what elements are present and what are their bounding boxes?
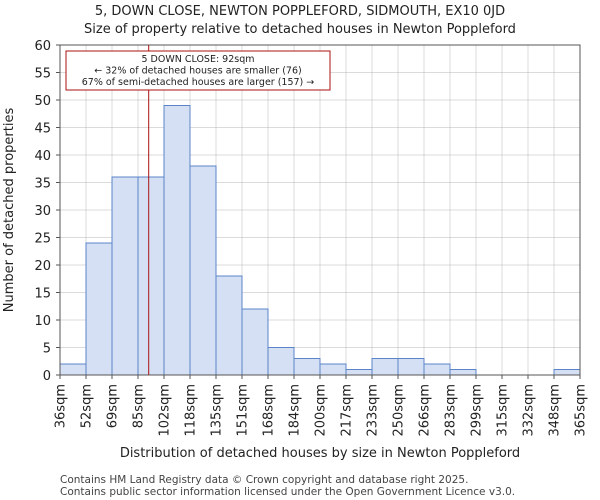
histogram-bar	[163, 105, 191, 376]
y-tick-labels: 0 5 10 15 20 25 30 35 40 45 50 55 60	[34, 39, 60, 384]
annotation-line2: ← 32% of detached houses are smaller (76…	[94, 66, 301, 77]
y-tick-label: 60	[34, 39, 51, 54]
histogram-bar	[189, 165, 217, 376]
y-tick-label: 10	[34, 314, 51, 329]
x-tick-label: 233sqm	[366, 384, 381, 437]
histogram-bar	[267, 347, 295, 376]
y-tick-label: 25	[34, 232, 51, 247]
y-tick-label: 20	[34, 259, 51, 274]
x-tick-label: 332sqm	[522, 384, 537, 437]
y-tick-label: 45	[34, 122, 51, 137]
histogram-bar	[345, 369, 373, 376]
annotation-box-border	[65, 50, 331, 91]
y-tick-label: 15	[34, 287, 51, 302]
x-tick-label: 299sqm	[470, 384, 485, 437]
annotation-line1: 5 DOWN CLOSE: 92sqm	[141, 54, 254, 65]
x-tick-label: 69sqm	[106, 384, 121, 428]
y-tick-label: 30	[34, 204, 51, 219]
x-tick-label: 217sqm	[340, 384, 355, 437]
chart-title-line2: Size of property relative to detached ho…	[84, 22, 516, 37]
histogram-bar	[397, 358, 425, 376]
x-tick-label: 283sqm	[444, 384, 459, 437]
x-tick-label: 102sqm	[158, 384, 173, 437]
histogram-bar	[137, 176, 165, 376]
histogram-bar	[449, 369, 477, 376]
x-tick-label: 52sqm	[80, 384, 95, 428]
histogram-bar	[241, 308, 269, 376]
chart-title-line1: 5, DOWN CLOSE, NEWTON POPPLEFORD, SIDMOU…	[95, 4, 505, 19]
x-tick-label: 315sqm	[496, 384, 511, 437]
x-tick-label: 184sqm	[288, 384, 303, 437]
x-tick-label: 200sqm	[314, 384, 329, 437]
x-tick-label: 85sqm	[132, 384, 147, 428]
histogram-bar	[59, 363, 87, 376]
bars	[59, 105, 581, 376]
x-tick-label: 266sqm	[418, 384, 433, 437]
x-axis-label: Distribution of detached houses by size …	[120, 446, 520, 461]
histogram-bar	[215, 275, 243, 376]
footer-line1: Contains HM Land Registry data © Crown c…	[60, 474, 468, 486]
histogram-bar	[293, 358, 321, 376]
x-tick-label: 135sqm	[210, 384, 225, 437]
y-tick-label: 55	[34, 67, 51, 82]
y-tick-label: 35	[34, 177, 51, 192]
x-tick-label: 151sqm	[236, 384, 251, 437]
histogram-bar	[371, 358, 399, 376]
annotation-box: 5 DOWN CLOSE: 92sqm ← 32% of detached ho…	[65, 50, 331, 91]
y-tick-label: 50	[34, 94, 51, 109]
x-tick-label: 250sqm	[392, 384, 407, 437]
histogram-bar	[85, 242, 113, 376]
histogram-bar	[319, 363, 347, 376]
x-tick-labels: 36sqm 52sqm 69sqm 85sqm 102sqm 118sqm 135sqm 15…	[54, 375, 589, 437]
y-axis-label: Number of detached properties	[2, 108, 17, 313]
x-tick-label: 168sqm	[262, 384, 277, 437]
annotation-line3: 67% of semi-detached houses are larger (…	[82, 77, 315, 88]
x-tick-label: 365sqm	[574, 384, 589, 437]
x-tick-label: 118sqm	[184, 384, 199, 437]
footer-line2: Contains public sector information licen…	[60, 486, 515, 498]
histogram-bar	[553, 369, 581, 376]
y-tick-label: 40	[34, 149, 51, 164]
histogram-bar	[423, 363, 451, 376]
x-tick-label: 348sqm	[548, 384, 563, 437]
x-tick-label: 36sqm	[54, 384, 69, 428]
y-tick-label: 5	[43, 342, 51, 357]
histogram-bar	[111, 176, 139, 376]
y-tick-label: 0	[43, 369, 51, 384]
